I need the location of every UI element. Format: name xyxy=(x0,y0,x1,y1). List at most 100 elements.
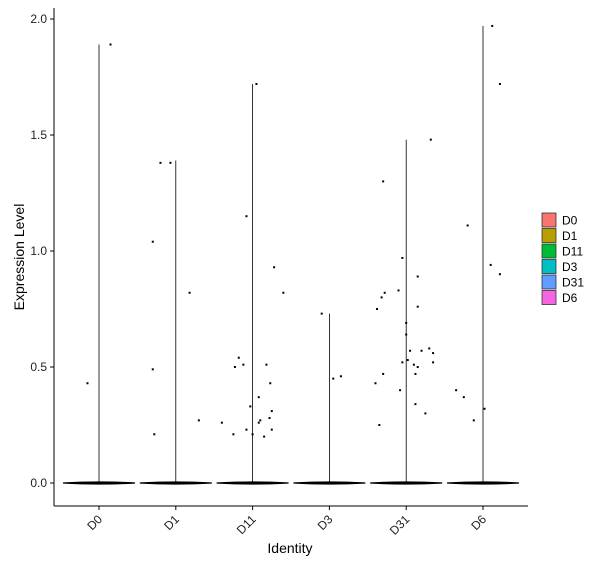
x-tick-label: D6 xyxy=(468,512,489,533)
data-point xyxy=(263,435,266,438)
legend-swatch-D11 xyxy=(541,243,557,259)
data-point xyxy=(273,266,276,269)
data-point xyxy=(332,377,335,380)
data-point xyxy=(197,419,200,422)
legend-swatch-D1 xyxy=(541,228,557,243)
data-point xyxy=(401,361,404,364)
legend-swatch-D3 xyxy=(541,259,557,274)
data-point xyxy=(414,403,417,406)
data-point xyxy=(405,333,408,336)
data-point xyxy=(491,24,494,27)
data-point xyxy=(374,382,377,385)
data-point xyxy=(416,305,419,308)
data-point xyxy=(269,382,272,385)
legend-label-D31: D31 xyxy=(562,276,584,290)
y-axis-ticks: 0.0 0.5 1.0 1.5 2.0 xyxy=(30,12,54,490)
data-point xyxy=(406,359,409,362)
data-point xyxy=(489,263,492,266)
data-point xyxy=(251,433,254,436)
data-point xyxy=(405,321,408,324)
y-tick-label: 1.5 xyxy=(30,128,47,142)
y-axis-title: Expression Level xyxy=(11,204,27,311)
data-point xyxy=(401,256,404,259)
x-axis-ticks: D0 D1 D11 D3 D31 D6 xyxy=(84,506,489,538)
data-point xyxy=(462,396,465,399)
data-point xyxy=(259,419,262,422)
data-point xyxy=(432,352,435,355)
data-point xyxy=(429,138,432,141)
data-point xyxy=(380,296,383,299)
legend-swatch-D6 xyxy=(541,290,557,305)
data-point xyxy=(378,424,381,426)
data-point xyxy=(339,375,342,378)
data-point xyxy=(220,421,223,424)
data-point xyxy=(270,410,273,413)
data-point xyxy=(416,366,419,368)
data-point xyxy=(420,349,423,352)
data-point xyxy=(237,356,240,359)
data-point xyxy=(498,82,501,85)
data-point xyxy=(383,291,386,294)
violin-D3 xyxy=(293,312,366,485)
data-point xyxy=(382,180,385,183)
data-point xyxy=(169,161,172,164)
legend-label-D3: D3 xyxy=(562,260,578,274)
data-point xyxy=(320,312,323,315)
legend-label-D1: D1 xyxy=(562,229,578,243)
data-point xyxy=(498,273,501,276)
violin-D0 xyxy=(62,43,136,485)
data-point xyxy=(255,82,258,85)
legend-label-D6: D6 xyxy=(562,291,578,305)
data-point xyxy=(153,433,156,436)
x-tick-label: D11 xyxy=(234,512,259,537)
data-point xyxy=(428,347,431,350)
data-point xyxy=(412,363,415,366)
data-point xyxy=(268,417,271,420)
data-point xyxy=(466,224,469,227)
x-tick-label: D0 xyxy=(84,512,105,533)
legend-label-D0: D0 xyxy=(562,214,578,228)
data-point xyxy=(257,396,260,399)
data-point xyxy=(151,240,154,243)
violin-D11 xyxy=(216,82,289,485)
data-point xyxy=(249,405,252,408)
legend-label-D11: D11 xyxy=(562,245,583,259)
data-point xyxy=(382,372,385,375)
data-point xyxy=(159,161,162,164)
violin-D1 xyxy=(139,160,212,485)
x-axis-title: Identity xyxy=(267,540,312,556)
legend-swatch-D0 xyxy=(541,212,557,228)
violin-D31 xyxy=(370,138,443,485)
data-point xyxy=(424,412,427,415)
data-point xyxy=(472,419,475,422)
data-point xyxy=(232,433,235,436)
data-point xyxy=(399,389,402,392)
data-point xyxy=(455,389,458,392)
data-point xyxy=(282,291,285,294)
data-point xyxy=(151,368,154,371)
data-point xyxy=(432,361,435,364)
data-point xyxy=(109,43,112,46)
data-point xyxy=(270,428,273,431)
data-point xyxy=(257,421,260,424)
data-point xyxy=(483,407,486,410)
x-tick-label: D31 xyxy=(387,512,413,538)
y-tick-label: 0.5 xyxy=(30,360,47,374)
x-tick-label: D3 xyxy=(315,512,336,533)
plot-area xyxy=(62,24,520,485)
data-point xyxy=(416,275,419,278)
y-tick-label: 2.0 xyxy=(30,12,47,26)
data-point xyxy=(414,372,417,375)
y-tick-label: 1.0 xyxy=(30,244,47,258)
data-point xyxy=(376,308,379,310)
data-point xyxy=(409,349,412,352)
y-tick-label: 0.0 xyxy=(30,476,47,490)
data-point xyxy=(86,382,89,385)
violin-D6 xyxy=(446,24,520,485)
data-point xyxy=(245,428,248,431)
data-point xyxy=(233,366,236,368)
data-point xyxy=(188,291,191,294)
data-point xyxy=(242,363,245,366)
